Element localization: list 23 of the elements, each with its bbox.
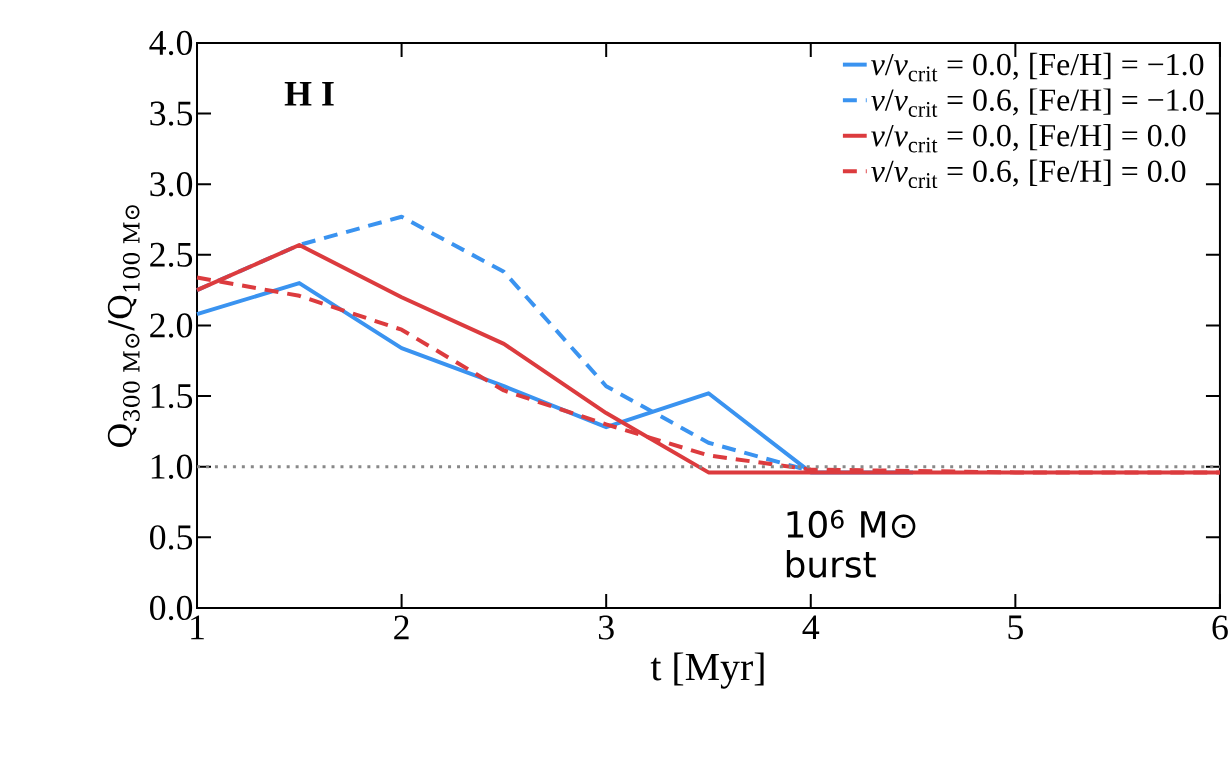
y-axis-title: Q$_{300 M⊙}$/Q$_{100 M⊙}$ bbox=[107, 205, 140, 447]
y-tick-label: 2.5 bbox=[150, 242, 193, 267]
x-tick-label: 6 bbox=[1212, 615, 1228, 640]
legend-label: v/v$_{crit}$ = 0.0, [Fe/H] = 0.0 bbox=[871, 123, 1186, 153]
annotation: H I bbox=[284, 82, 334, 106]
y-tick-label: 4.0 bbox=[149, 30, 193, 56]
y-tick-label: 1.5 bbox=[151, 384, 193, 409]
x-tick-label: 5 bbox=[1008, 615, 1023, 640]
y-tick-label: 0.0 bbox=[150, 595, 193, 621]
y-tick-label: 3.5 bbox=[150, 101, 193, 126]
x-tick-label: 2 bbox=[394, 615, 409, 640]
y-tick-label: 1.0 bbox=[151, 454, 193, 479]
legend-label: v/v$_{crit}$ = 0.6, [Fe/H] = −1.0 bbox=[871, 88, 1204, 117]
y-tick-label: 0.5 bbox=[150, 525, 193, 550]
legend-label: v/v$_{crit}$ = 0.0, [Fe/H] = −1.0 bbox=[871, 52, 1204, 82]
x-axis-title: t [Myr] bbox=[650, 652, 764, 689]
legend-label: v/v$_{crit}$ = 0.6, [Fe/H] = 0.0 bbox=[871, 159, 1186, 189]
y-tick-label: 2.0 bbox=[150, 313, 193, 338]
x-tick-label: 1 bbox=[191, 615, 204, 640]
x-tick-label: 4 bbox=[802, 615, 820, 640]
y-tick-label: 3.0 bbox=[150, 172, 193, 197]
annotation: 10$^{6}$ M⊙ burst bbox=[786, 509, 916, 578]
x-tick-label: 3 bbox=[598, 615, 614, 640]
